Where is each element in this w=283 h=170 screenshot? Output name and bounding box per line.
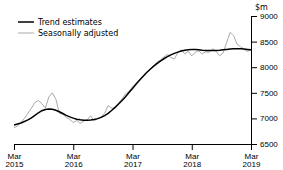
y-tick: 8500 [251, 38, 278, 47]
legend-item: Seasonally adjusted [18, 29, 118, 38]
y-tick-label: 7500 [260, 89, 278, 98]
y-axis-label: $m [255, 3, 268, 12]
x-tick-mark [192, 144, 193, 150]
y-tick: 7500 [251, 89, 278, 98]
x-tick: Mar2017 [124, 144, 142, 169]
x-tick-label: Mar2016 [65, 152, 83, 170]
y-tick-label: 7000 [260, 114, 278, 123]
y-tick-mark [251, 118, 257, 119]
y-tick: 7000 [251, 114, 278, 123]
x-tick-label: Mar2019 [243, 152, 261, 170]
legend-swatch [18, 33, 34, 34]
x-tick-label-line: Mar [126, 152, 140, 161]
x-tick-mark [73, 144, 74, 150]
y-tick-label: 8500 [260, 38, 278, 47]
x-tick-label-line: 2017 [124, 160, 142, 169]
x-tick-label: Mar2017 [124, 152, 142, 170]
y-axis: 6500 7000 7500 8000 8500 9000 [251, 12, 278, 149]
plot: Mar2015Mar2016Mar2017Mar2018Mar201965007… [6, 3, 279, 169]
x-tick-mark [14, 144, 15, 150]
x-tick-label: Mar2015 [6, 152, 24, 170]
x-tick: Mar2015 [6, 144, 24, 169]
y-tick-mark [251, 16, 257, 17]
x-tick: Mar2016 [65, 144, 83, 169]
y-tick: 6500 [251, 140, 278, 149]
x-tick-label-line: 2015 [6, 160, 24, 169]
legend-swatch [18, 21, 34, 23]
legend-label: Seasonally adjusted [38, 29, 118, 38]
x-tick-label-line: Mar [245, 152, 259, 161]
line-series [14, 49, 251, 125]
lines [14, 32, 251, 127]
y-tick-mark [251, 67, 257, 68]
y-tick-mark [251, 144, 257, 145]
y-tick-mark [251, 93, 257, 94]
x-tick: Mar2018 [183, 144, 201, 169]
legend: Trend estimates Seasonally adjusted [18, 18, 118, 38]
legend-label: Trend estimates [37, 18, 102, 27]
x-axis: Mar2015Mar2016Mar2017Mar2018Mar2019 [6, 144, 261, 169]
x-tick-label-line: Mar [185, 152, 199, 161]
y-tick-label: 6500 [260, 140, 278, 149]
y-tick-mark [251, 42, 257, 43]
y-tick-label: 8000 [260, 63, 278, 72]
y-axis-line [251, 17, 252, 145]
x-tick-label-line: 2018 [183, 160, 201, 169]
line-series [14, 32, 251, 127]
x-tick-mark [133, 144, 134, 150]
x-tick-label-line: Mar [8, 152, 22, 161]
y-tick: 9000 [251, 12, 278, 21]
y-tick: 8000 [251, 63, 278, 72]
legend-item: Trend estimates [18, 18, 102, 27]
y-tick-label: 9000 [260, 12, 278, 21]
x-tick-label-line: 2016 [65, 160, 83, 169]
x-tick: Mar2019 [243, 144, 261, 169]
x-tick-label-line: 2019 [243, 160, 261, 169]
chart: Mar2015Mar2016Mar2017Mar2018Mar201965007… [0, 0, 283, 170]
x-tick-label-line: Mar [67, 152, 81, 161]
x-tick-label: Mar2018 [183, 152, 201, 170]
